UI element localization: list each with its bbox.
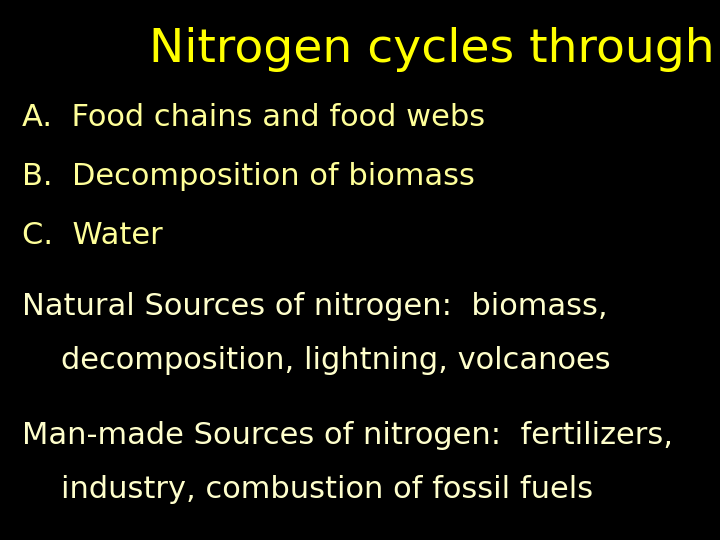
Text: A.  Food chains and food webs: A. Food chains and food webs	[22, 103, 485, 132]
Text: industry, combustion of fossil fuels: industry, combustion of fossil fuels	[22, 475, 593, 504]
Text: Man-made Sources of nitrogen:  fertilizers,: Man-made Sources of nitrogen: fertilizer…	[22, 421, 672, 450]
Text: B.  Decomposition of biomass: B. Decomposition of biomass	[22, 162, 474, 191]
Text: decomposition, lightning, volcanoes: decomposition, lightning, volcanoes	[22, 346, 611, 375]
Text: C.  Water: C. Water	[22, 221, 162, 251]
Text: Natural Sources of nitrogen:  biomass,: Natural Sources of nitrogen: biomass,	[22, 292, 607, 321]
Text: Nitrogen cycles through: Nitrogen cycles through	[149, 27, 715, 72]
